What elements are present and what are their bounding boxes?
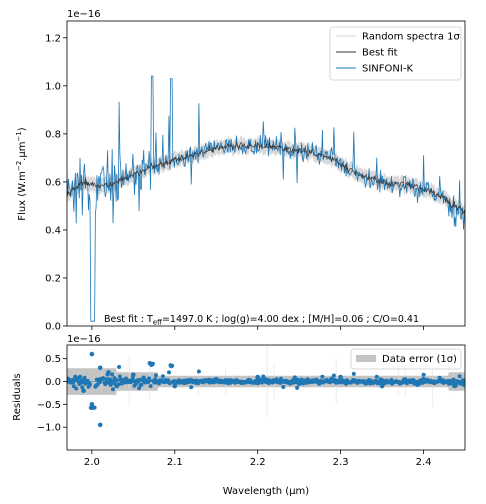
- residual-point: [351, 371, 356, 376]
- top-y-tick-label: 1.0: [45, 81, 61, 92]
- residual-key-point: [421, 376, 426, 382]
- residual-key-point: [114, 383, 119, 389]
- top-legend: Random spectra 1σ Best fit SINFONI-K: [329, 26, 462, 81]
- residual-point: [299, 377, 304, 382]
- residual-point: [108, 382, 113, 387]
- residual-point: [101, 376, 106, 381]
- residual-point: [117, 374, 122, 379]
- bottom-y-axis: −1.0 −0.5 0.0 0.5: [37, 354, 67, 434]
- bottom-x-tick-label: 2.4: [416, 457, 432, 468]
- bottom-plot-frame: [66, 344, 466, 451]
- residual-point: [141, 375, 146, 380]
- best-fit-series-line: [67, 141, 465, 216]
- residual-point: [167, 370, 171, 375]
- top-y-tick-label: 0.4: [45, 225, 61, 236]
- residual-key-point: [172, 383, 178, 389]
- residual-key-point: [97, 422, 103, 428]
- top-y-tick-label: 0.6: [45, 177, 61, 188]
- residual-point: [88, 382, 92, 387]
- residual-point: [92, 405, 97, 410]
- residual-point: [80, 385, 85, 390]
- bottom-legend: Data error (1σ): [350, 348, 462, 370]
- bottom-x-tick-label: 2.1: [167, 457, 183, 468]
- top-y-tick-label: 1.2: [45, 33, 61, 44]
- residual-key-point: [131, 372, 136, 378]
- residual-point: [331, 373, 336, 378]
- top-y-tick-label: 0.2: [45, 273, 61, 284]
- residual-point: [111, 387, 115, 392]
- bottom-x-axis: 2.0 2.1 2.2 2.3 2.4: [84, 450, 432, 468]
- residual-point: [160, 374, 165, 379]
- x-axis-label: Wavelength (µm): [223, 486, 310, 497]
- legend-label-sinfoni-k: SINFONI-K: [362, 64, 413, 75]
- residual-point: [110, 372, 115, 377]
- residual-key-point: [296, 381, 302, 387]
- residual-point: [453, 383, 458, 388]
- residual-key-point: [89, 351, 95, 357]
- bottom-y-tick-label: −1.0: [37, 423, 61, 434]
- residual-point: [457, 374, 462, 379]
- residual-point: [374, 374, 379, 379]
- best-fit-annotation: Best fit : Teff=1497.0 K ; log(g)=4.00 d…: [104, 314, 419, 327]
- residual-point: [78, 374, 82, 379]
- residual-key-point: [213, 376, 219, 382]
- residual-point: [261, 374, 266, 379]
- bottom-legend-box: [350, 348, 462, 370]
- residual-point: [281, 385, 286, 389]
- residual-point: [421, 372, 426, 377]
- bottom-y-axis-label: Residuals: [12, 373, 23, 420]
- residual-point: [117, 365, 122, 369]
- residual-point: [137, 386, 142, 391]
- sinfoni-k-series-line: [67, 75, 465, 322]
- legend-label-best-fit: Best fit: [362, 48, 398, 59]
- residual-point: [148, 384, 153, 389]
- residual-key-point: [89, 402, 95, 407]
- residual-key-point: [255, 374, 260, 380]
- bottom-panel: −1.0 −0.5 0.0 0.5 2.0 2.1 2.2 2.3 2.4 1e−16 Res…: [12, 334, 466, 497]
- residual-point: [167, 381, 172, 386]
- top-plot-frame: [66, 20, 466, 327]
- top-y-tick-label: 0.0: [45, 322, 61, 333]
- legend-label-data-error: Data error (1σ): [382, 354, 457, 365]
- residual-key-point: [81, 388, 86, 394]
- residual-point: [154, 373, 158, 378]
- residual-point: [170, 363, 175, 368]
- bottom-x-tick-label: 2.2: [250, 457, 266, 468]
- bottom-y-tick-label: 0.0: [45, 377, 61, 388]
- top-offset-text: 1e−16: [67, 9, 101, 20]
- legend-swatch-data-error: [356, 355, 376, 362]
- top-plot-marks: [67, 75, 465, 322]
- residual-key-point: [338, 374, 343, 380]
- residual-point: [189, 385, 194, 390]
- residual-key-point: [97, 365, 103, 371]
- legend-label-random-spectra: Random spectra 1σ: [362, 32, 460, 43]
- residual-point: [320, 374, 325, 379]
- bottom-x-tick-label: 2.0: [84, 457, 100, 468]
- residual-point: [451, 377, 456, 382]
- residual-point: [82, 375, 87, 380]
- residual-key-point: [147, 361, 153, 366]
- top-y-axis-label: Flux (W.m−2.µm−1): [15, 127, 28, 220]
- top-legend-box: [329, 26, 462, 81]
- bottom-plot-marks: [67, 345, 465, 428]
- bottom-x-tick-label: 2.3: [333, 457, 349, 468]
- residual-key-point: [379, 383, 385, 389]
- bottom-offset-text: 1e−16: [67, 334, 101, 345]
- top-x-axis: [91, 326, 424, 330]
- residual-point: [295, 385, 300, 390]
- top-panel: 0.0 0.2 0.4 0.6 0.8 1.0 1.2 1e−16 Flux (W.m−2.…: [15, 9, 466, 333]
- bottom-y-tick-label: 0.5: [45, 354, 61, 365]
- top-y-tick-label: 0.8: [45, 129, 61, 140]
- residual-point: [139, 382, 144, 387]
- residual-point: [196, 369, 201, 374]
- residual-key-point: [73, 374, 78, 380]
- top-y-axis: 0.0 0.2 0.4 0.6 0.8 1.0 1.2: [45, 33, 67, 333]
- residual-key-point: [106, 370, 111, 375]
- bottom-y-tick-label: −0.5: [37, 400, 61, 411]
- residual-point: [74, 386, 79, 391]
